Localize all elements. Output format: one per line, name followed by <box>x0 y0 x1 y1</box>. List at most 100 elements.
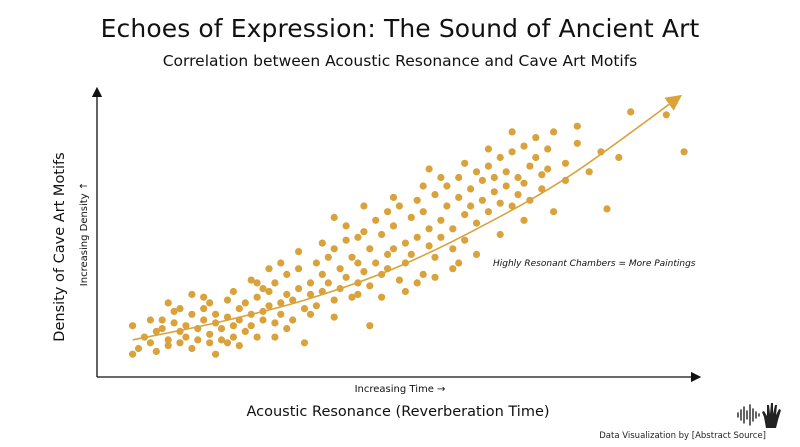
data-point <box>550 208 558 216</box>
data-point <box>348 253 356 261</box>
data-point <box>461 236 469 244</box>
data-point <box>188 310 196 318</box>
data-point <box>478 196 486 204</box>
data-point <box>295 248 303 256</box>
data-point <box>229 287 237 296</box>
data-point <box>158 316 166 324</box>
data-point <box>472 219 481 227</box>
data-point <box>550 128 558 136</box>
data-point <box>229 322 237 330</box>
data-point <box>354 259 362 267</box>
x-axis-tick-note: Increasing Time → <box>355 384 446 395</box>
data-point <box>520 179 528 187</box>
data-point <box>241 299 249 307</box>
data-point <box>472 250 481 258</box>
data-point <box>561 176 570 184</box>
data-point <box>389 193 398 201</box>
sound-hand-logo-icon <box>737 403 781 428</box>
data-point <box>544 145 552 153</box>
data-point <box>443 182 451 190</box>
data-point <box>306 310 315 318</box>
data-point <box>490 173 498 182</box>
data-point <box>413 196 421 204</box>
data-point <box>449 265 457 273</box>
data-point <box>366 282 374 290</box>
data-point <box>538 185 546 193</box>
trend-curve <box>132 94 682 341</box>
data-point <box>330 296 338 304</box>
data-point <box>241 327 249 335</box>
data-point <box>389 245 398 253</box>
data-point <box>419 182 427 190</box>
data-point <box>342 273 350 281</box>
data-point <box>401 287 409 296</box>
data-point <box>300 305 309 313</box>
annotation-label: Highly Resonant Chambers = More Painting… <box>493 259 696 269</box>
data-point <box>425 242 433 250</box>
data-point <box>354 233 362 241</box>
data-point <box>431 273 439 281</box>
data-point <box>431 191 439 199</box>
data-point <box>585 168 593 176</box>
data-point <box>247 276 255 284</box>
data-point <box>164 336 172 344</box>
data-point <box>271 333 279 341</box>
data-point <box>200 316 208 324</box>
data-point <box>508 128 516 136</box>
data-point <box>182 322 190 330</box>
data-point <box>188 344 196 353</box>
data-point <box>206 330 214 338</box>
chart-subtitle: Correlation between Acoustic Resonance a… <box>162 52 638 70</box>
data-point <box>283 270 291 278</box>
data-point <box>496 153 504 162</box>
data-point <box>467 185 475 193</box>
data-point <box>265 265 273 273</box>
data-point <box>532 153 540 162</box>
data-point <box>283 325 291 333</box>
data-point <box>514 173 522 182</box>
data-point <box>206 299 214 307</box>
footer-credit: Data Visualization by [Abstract Source] <box>599 431 766 441</box>
data-point <box>437 233 445 241</box>
data-point <box>253 279 261 287</box>
data-point <box>561 159 570 167</box>
data-point <box>372 259 380 267</box>
data-point <box>312 302 320 310</box>
y-axis-label: Density of Cave Art Motifs <box>52 152 68 341</box>
data-point <box>176 305 184 313</box>
data-point <box>615 153 623 162</box>
data-point <box>538 171 546 179</box>
data-point <box>354 290 362 298</box>
data-point <box>164 342 172 350</box>
data-point <box>217 325 226 333</box>
data-point <box>306 279 315 287</box>
data-point <box>300 339 309 347</box>
data-point <box>348 293 356 301</box>
chart-title: Echoes of Expression: The Sound of Ancie… <box>100 14 700 43</box>
data-point <box>389 222 398 230</box>
data-point <box>342 222 350 230</box>
data-point <box>146 316 154 324</box>
data-point <box>253 333 261 341</box>
data-point <box>395 202 403 210</box>
data-point <box>265 287 273 296</box>
data-point <box>271 279 279 287</box>
data-point <box>360 228 368 236</box>
data-point <box>277 259 285 267</box>
data-point <box>164 299 172 307</box>
data-point <box>342 236 350 244</box>
data-point <box>129 322 137 330</box>
data-point <box>330 313 338 321</box>
data-point <box>520 216 528 224</box>
data-point <box>283 290 291 298</box>
data-point <box>229 333 237 341</box>
data-point <box>324 279 332 287</box>
data-point <box>680 148 688 156</box>
data-point <box>336 265 344 273</box>
data-point <box>277 310 285 318</box>
data-point <box>443 202 451 210</box>
data-point <box>431 253 439 261</box>
data-point <box>573 139 581 147</box>
data-point <box>247 322 255 330</box>
